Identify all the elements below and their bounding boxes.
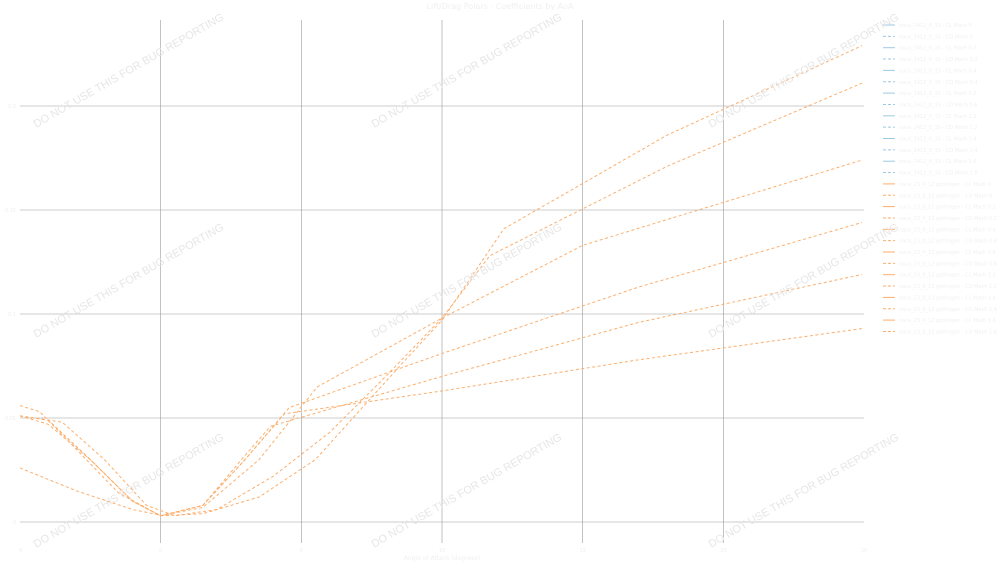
legend-label: naca_23_0_12 gottingen - CD Mach 1.2 [899, 284, 997, 290]
y-tick-label: 0 [13, 520, 16, 526]
legend-label: naca_2412_0_15 - CL Mach 0.2 [899, 46, 977, 52]
x-tick-label: 5 [300, 548, 303, 554]
legend-label: naca_23_0_12 gottingen - CL Mach 0.4 [899, 227, 996, 233]
series-line [19, 328, 863, 517]
x-tick-label: 0 [159, 548, 162, 554]
tick-labels: -5 0 5 10 15 20 25 0 0.05 0.1 0.15 0.2 [5, 104, 867, 554]
series-line [19, 221, 863, 517]
y-tick-label: 0.1 [8, 312, 16, 318]
legend-label: naca_2412_0_15 - CD Mach 0.6 [899, 102, 978, 108]
y-tick-label: 0.05 [5, 416, 16, 422]
legend-label: naca_23_0_12 gottingen - CL Mach 0.2 [899, 205, 996, 211]
legend-label: naca_23_0_12 gottingen - CD Mach 0 [899, 193, 992, 199]
x-tick-label: 15 [579, 548, 585, 554]
legend-label: naca_2412_0_15 - CL Mach 1.2 [899, 114, 977, 120]
x-tick-label: -5 [18, 548, 23, 554]
legend-label: naca_2412_0_15 - CD Mach 0 [899, 34, 973, 40]
legend-label: naca_2412_0_15 - CD Mach 1.6 [899, 171, 978, 177]
chart-title: Lift/Drag Polars - Coefficients by AoA [427, 2, 574, 11]
legend-label: naca_2412_0_15 - CD Mach 0.2 [899, 57, 978, 63]
legend-label: naca_23_0_12 gottingen - CL Mach 1.2 [899, 273, 996, 279]
series-line [19, 45, 863, 517]
legend-label: naca_23_0_12 gottingen - CL Mach 1.6 [899, 318, 996, 324]
series-line [19, 82, 863, 517]
legend-label: naca_2412_0_15 - CD Mach 0.4 [899, 80, 978, 86]
legend-label: naca_23_0_12 gottingen - CD Mach 1.4 [899, 307, 997, 313]
legend-label: naca_2412_0_15 - CL Mach 0.6 [899, 91, 977, 97]
x-axis-label: Angle of Attack (degrees) [404, 555, 481, 562]
legend-label: naca_2412_0_15 - CL Mach 0 [899, 23, 972, 29]
legend-label: naca_2412_0_15 - CD Mach 1.4 [899, 148, 978, 154]
grid [20, 20, 864, 543]
legend-label: naca_23_0_12 gottingen - CD Mach 0.4 [899, 239, 997, 245]
legend-label: naca_2412_0_15 - CD Mach 1.2 [899, 125, 978, 131]
y-tick-label: 0.15 [5, 208, 16, 214]
series-line [19, 273, 863, 517]
x-tick-label: 20 [720, 548, 726, 554]
legend-label: naca_23_0_12 gottingen - CD Mach 0.6 [899, 261, 997, 267]
legend-label: naca_23_0_12 gottingen - CL Mach 1.4 [899, 295, 996, 301]
legend-label: naca_2412_0_15 - CL Mach 0.4 [899, 68, 977, 74]
series-line [19, 159, 863, 517]
legend-label: naca_23_0_12 gottingen - CL Mach 0.6 [899, 250, 996, 256]
legend-label: naca_2412_0_15 - CL Mach 1.6 [899, 159, 977, 165]
legend-label: naca_2412_0_15 - CL Mach 1.4 [899, 137, 977, 143]
x-tick-label: 25 [861, 548, 867, 554]
legend-label: naca_23_0_12 gottingen - CD Mach 1.6 [899, 329, 997, 335]
legend: naca_2412_0_15 - CL Mach 0 naca_2412_0_15… [883, 23, 997, 335]
series-lines [19, 45, 863, 517]
y-tick-label: 0.2 [8, 104, 16, 110]
x-tick-label: 10 [439, 548, 445, 554]
legend-label: naca_23_0_12 gottingen - CD Mach 0.2 [899, 216, 997, 222]
legend-label: naca_23_0_12 gottingen - CL Mach 0 [899, 182, 991, 188]
